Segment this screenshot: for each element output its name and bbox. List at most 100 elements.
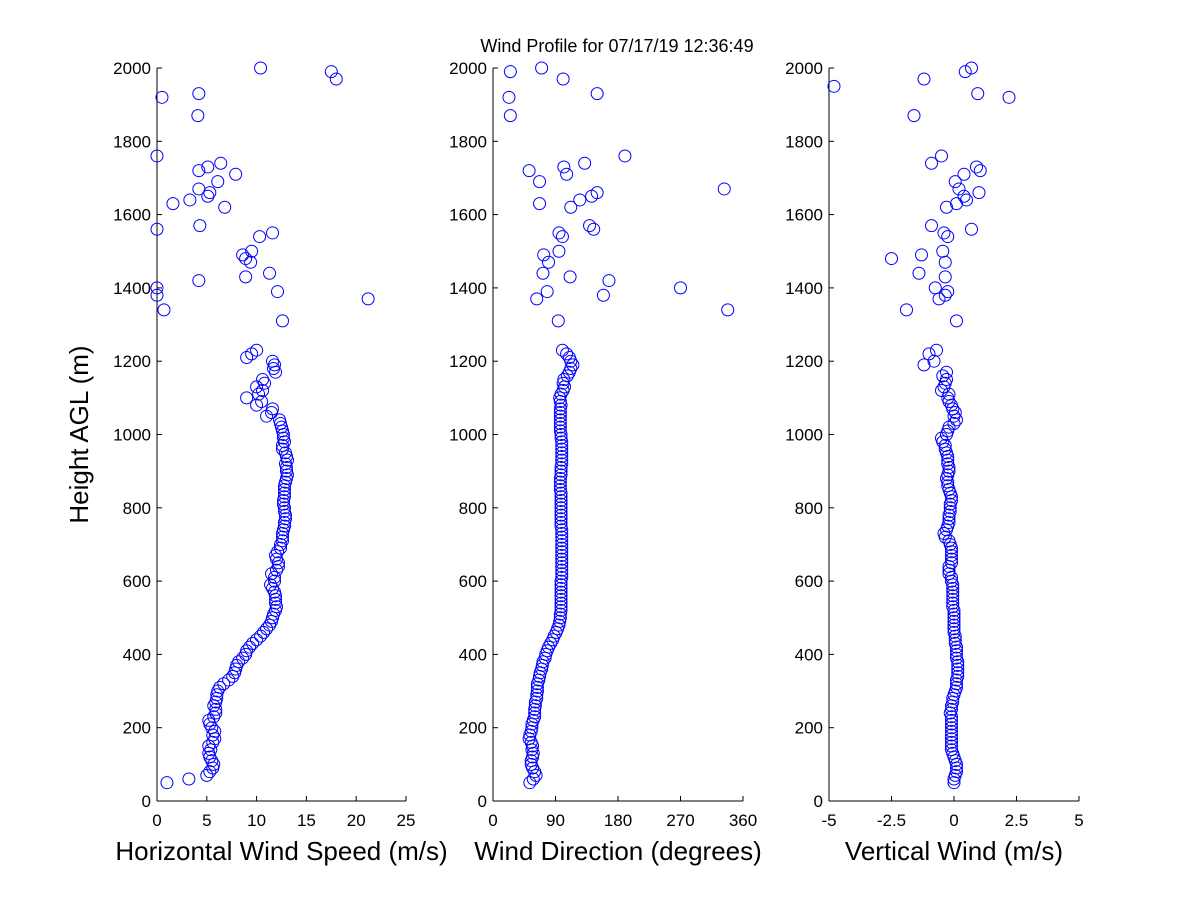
speed-data-point bbox=[276, 497, 290, 511]
direction-data-point bbox=[503, 109, 517, 123]
vertical-wind-data-point bbox=[917, 358, 931, 372]
speed-data-point bbox=[266, 402, 280, 416]
vertical-wind-data-point bbox=[965, 61, 978, 75]
direction-data-point bbox=[555, 530, 569, 544]
vertical-wind-data-point bbox=[948, 175, 962, 189]
speed-data-point bbox=[201, 160, 215, 174]
direction-data-point bbox=[553, 475, 567, 489]
vertical-wind-data-point bbox=[940, 200, 953, 214]
vertical-wind-x-tick-label: 0 bbox=[949, 811, 958, 830]
vertical-wind-data-point bbox=[947, 607, 961, 621]
speed-data-point bbox=[324, 65, 338, 79]
speed-data-point bbox=[245, 244, 259, 258]
speed-data-point bbox=[275, 438, 289, 452]
direction-data-point bbox=[555, 442, 569, 456]
speed-data-point bbox=[275, 442, 289, 456]
speed-data-point bbox=[193, 219, 207, 233]
speed-data-point bbox=[361, 292, 375, 306]
direction-data-point bbox=[554, 596, 568, 610]
direction-data-point bbox=[522, 164, 536, 178]
vertical-wind-y-tick-label: 800 bbox=[795, 499, 823, 518]
vertical-wind-data-point bbox=[936, 244, 950, 258]
speed-data-point bbox=[278, 446, 292, 460]
vertical-wind-data-point bbox=[945, 735, 958, 749]
vertical-wind-data-point bbox=[957, 167, 971, 181]
speed-x-tick-label: 15 bbox=[297, 811, 316, 830]
speed-data-point bbox=[205, 721, 219, 735]
vertical-wind-x-tick-label: 2.5 bbox=[1005, 811, 1029, 830]
direction-data-point bbox=[555, 541, 569, 555]
direction-data-point bbox=[555, 449, 569, 463]
direction-y-tick-label: 2000 bbox=[449, 59, 487, 78]
vertical-wind-data-point bbox=[950, 644, 963, 658]
vertical-wind-data-point bbox=[947, 611, 961, 625]
direction-data-point bbox=[560, 369, 574, 383]
vertical-wind-data-point bbox=[951, 658, 965, 672]
speed-data-point bbox=[244, 255, 258, 269]
speed-y-tick-label: 1800 bbox=[113, 132, 151, 151]
vertical-wind-data-point bbox=[946, 581, 960, 595]
direction-y-tick-label: 400 bbox=[459, 645, 487, 664]
direction-data-point bbox=[553, 409, 567, 423]
speed-data-point bbox=[205, 754, 219, 768]
direction-data-point bbox=[553, 482, 567, 496]
vertical-wind-data-point bbox=[941, 479, 955, 493]
direction-data-point bbox=[583, 219, 597, 233]
vertical-wind-data-point bbox=[938, 288, 952, 302]
vertical-wind-data-point bbox=[925, 219, 938, 233]
direction-data-point bbox=[555, 537, 569, 551]
vertical-wind-data-point bbox=[940, 365, 953, 379]
direction-data-point bbox=[552, 244, 566, 258]
speed-y-tick-label: 600 bbox=[123, 572, 151, 591]
vertical-wind-data-point bbox=[885, 252, 898, 266]
direction-data-point bbox=[528, 706, 542, 720]
direction-data-point bbox=[524, 735, 538, 749]
direction-data-point bbox=[536, 655, 550, 669]
direction-data-point bbox=[554, 592, 568, 606]
direction-data-point bbox=[554, 603, 568, 617]
speed-data-point bbox=[240, 351, 254, 365]
direction-data-point bbox=[554, 581, 568, 595]
direction-y-tick-label: 800 bbox=[459, 499, 487, 518]
speed-data-point bbox=[273, 413, 287, 427]
speed-data-point bbox=[258, 376, 272, 390]
direction-data-point bbox=[554, 431, 568, 445]
speed-y-tick-label: 400 bbox=[123, 645, 151, 664]
speed-data-point bbox=[277, 504, 291, 518]
speed-data-point bbox=[266, 226, 280, 240]
speed-data-point bbox=[192, 274, 206, 288]
speed-data-point bbox=[275, 314, 289, 328]
vertical-wind-data-point bbox=[938, 270, 952, 284]
speed-data-point bbox=[240, 391, 254, 405]
direction-data-point bbox=[554, 515, 568, 529]
speed-data-point bbox=[263, 266, 277, 280]
speed-data-point bbox=[278, 457, 292, 471]
speed-data-point bbox=[265, 567, 279, 581]
speed-data-point bbox=[270, 563, 284, 577]
speed-data-point bbox=[266, 354, 280, 368]
speed-y-tick-label: 0 bbox=[142, 792, 151, 811]
direction-data-point bbox=[560, 347, 574, 361]
direction-data-point bbox=[555, 556, 569, 570]
direction-data-point bbox=[542, 640, 556, 654]
speed-data-point bbox=[236, 248, 250, 262]
direction-data-point bbox=[554, 387, 568, 401]
direction-data-point bbox=[555, 570, 569, 584]
direction-data-point bbox=[554, 519, 568, 533]
direction-data-point bbox=[556, 72, 570, 86]
direction-data-point bbox=[537, 248, 551, 262]
speed-x-tick-label: 20 bbox=[347, 811, 366, 830]
speed-data-point bbox=[260, 622, 274, 636]
vertical-wind-data-point bbox=[915, 248, 928, 262]
direction-y-tick-label: 1600 bbox=[449, 206, 487, 225]
vertical-wind-data-point bbox=[935, 149, 948, 163]
direction-y-tick-label: 1200 bbox=[449, 352, 487, 371]
speed-data-point bbox=[207, 757, 221, 771]
direction-data-point bbox=[555, 457, 569, 471]
speed-data-point bbox=[256, 373, 270, 387]
speed-x-tick-label: 5 bbox=[202, 811, 211, 830]
speed-data-point bbox=[192, 182, 206, 196]
vertical-wind-data-point bbox=[945, 739, 958, 753]
speed-data-point bbox=[245, 347, 259, 361]
vertical-wind-data-point bbox=[946, 592, 960, 606]
